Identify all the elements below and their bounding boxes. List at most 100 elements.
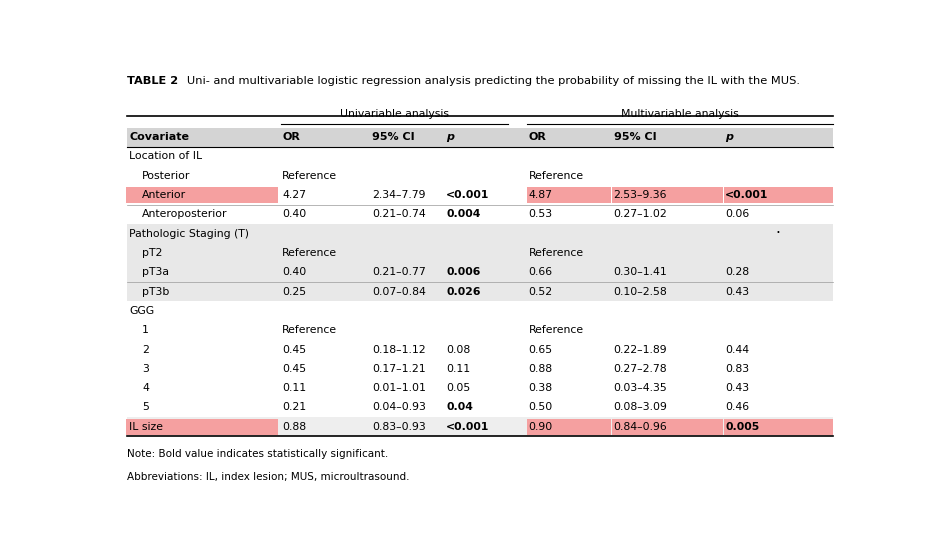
Text: 0.88: 0.88 xyxy=(528,364,552,374)
Text: Uni- and multivariable logistic regression analysis predicting the probability o: Uni- and multivariable logistic regressi… xyxy=(176,76,800,86)
Text: 0.38: 0.38 xyxy=(528,383,552,393)
Text: <0.001: <0.001 xyxy=(446,190,490,200)
Bar xyxy=(612,187,724,203)
Text: Abbreviations: IL, index lesion; MUS, microultrasound.: Abbreviations: IL, index lesion; MUS, mi… xyxy=(127,472,409,482)
Text: pT2: pT2 xyxy=(142,248,163,258)
Text: p: p xyxy=(725,132,733,142)
Text: 2.34–7.79: 2.34–7.79 xyxy=(372,190,426,200)
Text: 0.08: 0.08 xyxy=(446,344,471,354)
Text: 95% CI: 95% CI xyxy=(372,132,415,142)
Bar xyxy=(126,187,278,203)
Text: 0.05: 0.05 xyxy=(446,383,471,393)
Text: IL size: IL size xyxy=(129,422,164,432)
Text: 0.08–3.09: 0.08–3.09 xyxy=(614,402,668,413)
Text: 0.40: 0.40 xyxy=(282,267,306,277)
Text: OR: OR xyxy=(282,132,299,142)
Text: 0.17–1.21: 0.17–1.21 xyxy=(372,364,426,374)
Text: 0.22–1.89: 0.22–1.89 xyxy=(614,344,667,354)
Bar xyxy=(612,419,724,435)
Text: 0.004: 0.004 xyxy=(446,209,481,220)
Text: 0.06: 0.06 xyxy=(725,209,750,220)
Text: Reference: Reference xyxy=(528,248,584,258)
Text: 4.87: 4.87 xyxy=(528,190,552,200)
Text: pT3b: pT3b xyxy=(142,287,169,296)
Text: Multivariable analysis: Multivariable analysis xyxy=(621,108,739,119)
Text: 0.27–2.78: 0.27–2.78 xyxy=(614,364,667,374)
Text: 0.18–1.12: 0.18–1.12 xyxy=(372,344,426,354)
Text: Reference: Reference xyxy=(282,248,338,258)
Text: OR: OR xyxy=(528,132,547,142)
Text: ·: · xyxy=(776,226,780,241)
Text: 2.53–9.36: 2.53–9.36 xyxy=(614,190,667,200)
Text: pT3a: pT3a xyxy=(142,267,169,277)
Text: Reference: Reference xyxy=(528,325,584,335)
Text: 0.03–4.35: 0.03–4.35 xyxy=(614,383,668,393)
Text: 0.40: 0.40 xyxy=(282,209,306,220)
Text: 0.07–0.84: 0.07–0.84 xyxy=(372,287,426,296)
Text: Anterior: Anterior xyxy=(142,190,186,200)
Text: 0.90: 0.90 xyxy=(528,422,552,432)
Text: 0.006: 0.006 xyxy=(446,267,481,277)
Text: 0.53: 0.53 xyxy=(528,209,552,220)
Text: 0.43: 0.43 xyxy=(725,383,750,393)
Text: 0.66: 0.66 xyxy=(528,267,552,277)
Text: 0.88: 0.88 xyxy=(282,422,306,432)
Text: Univariable analysis: Univariable analysis xyxy=(339,108,448,119)
Bar xyxy=(127,243,833,263)
Text: 0.026: 0.026 xyxy=(446,287,481,296)
Text: 5: 5 xyxy=(142,402,149,413)
Text: 0.005: 0.005 xyxy=(725,422,760,432)
Text: <0.001: <0.001 xyxy=(725,190,769,200)
Text: 0.30–1.41: 0.30–1.41 xyxy=(614,267,668,277)
Text: 4.27: 4.27 xyxy=(282,190,306,200)
Text: Reference: Reference xyxy=(528,171,584,181)
Text: 0.43: 0.43 xyxy=(725,287,750,296)
Text: 0.45: 0.45 xyxy=(282,344,306,354)
Bar xyxy=(126,419,278,435)
Text: GGG: GGG xyxy=(129,306,154,316)
Bar xyxy=(127,224,833,243)
Bar xyxy=(724,187,832,203)
Bar xyxy=(127,417,833,437)
Text: Posterior: Posterior xyxy=(142,171,191,181)
Text: 0.10–2.58: 0.10–2.58 xyxy=(614,287,668,296)
Text: 0.27–1.02: 0.27–1.02 xyxy=(614,209,668,220)
Text: Pathologic Staging (T): Pathologic Staging (T) xyxy=(129,229,249,239)
Text: 0.11: 0.11 xyxy=(282,383,306,393)
Text: 4: 4 xyxy=(142,383,149,393)
Text: 0.65: 0.65 xyxy=(528,344,552,354)
Bar xyxy=(527,187,611,203)
Text: <0.001: <0.001 xyxy=(446,422,490,432)
Text: 0.04: 0.04 xyxy=(446,402,473,413)
Text: 0.44: 0.44 xyxy=(725,344,750,354)
Text: 0.21–0.77: 0.21–0.77 xyxy=(372,267,426,277)
Text: TABLE 2: TABLE 2 xyxy=(127,76,179,86)
Text: 0.21–0.74: 0.21–0.74 xyxy=(372,209,426,220)
Text: 0.52: 0.52 xyxy=(528,287,552,296)
Text: 0.21: 0.21 xyxy=(282,402,306,413)
Text: Reference: Reference xyxy=(282,171,338,181)
Text: 0.04–0.93: 0.04–0.93 xyxy=(372,402,426,413)
Text: 0.50: 0.50 xyxy=(528,402,552,413)
Bar xyxy=(527,419,611,435)
Text: Location of IL: Location of IL xyxy=(129,152,203,161)
Text: 0.28: 0.28 xyxy=(725,267,750,277)
Text: 95% CI: 95% CI xyxy=(614,132,657,142)
Text: 0.25: 0.25 xyxy=(282,287,306,296)
Text: Note: Bold value indicates statistically significant.: Note: Bold value indicates statistically… xyxy=(127,449,389,459)
Text: 2: 2 xyxy=(142,344,149,354)
Text: 0.84–0.96: 0.84–0.96 xyxy=(614,422,668,432)
Text: 1: 1 xyxy=(142,325,149,335)
Bar xyxy=(127,282,833,301)
Bar xyxy=(127,128,833,147)
Text: p: p xyxy=(446,132,455,142)
Text: 0.46: 0.46 xyxy=(725,402,750,413)
Text: 3: 3 xyxy=(142,364,149,374)
Bar xyxy=(127,263,833,282)
Text: 0.11: 0.11 xyxy=(446,364,471,374)
Text: 0.83–0.93: 0.83–0.93 xyxy=(372,422,426,432)
Text: Covariate: Covariate xyxy=(129,132,189,142)
Text: Reference: Reference xyxy=(282,325,338,335)
Text: 0.45: 0.45 xyxy=(282,364,306,374)
Text: Anteroposterior: Anteroposterior xyxy=(142,209,228,220)
